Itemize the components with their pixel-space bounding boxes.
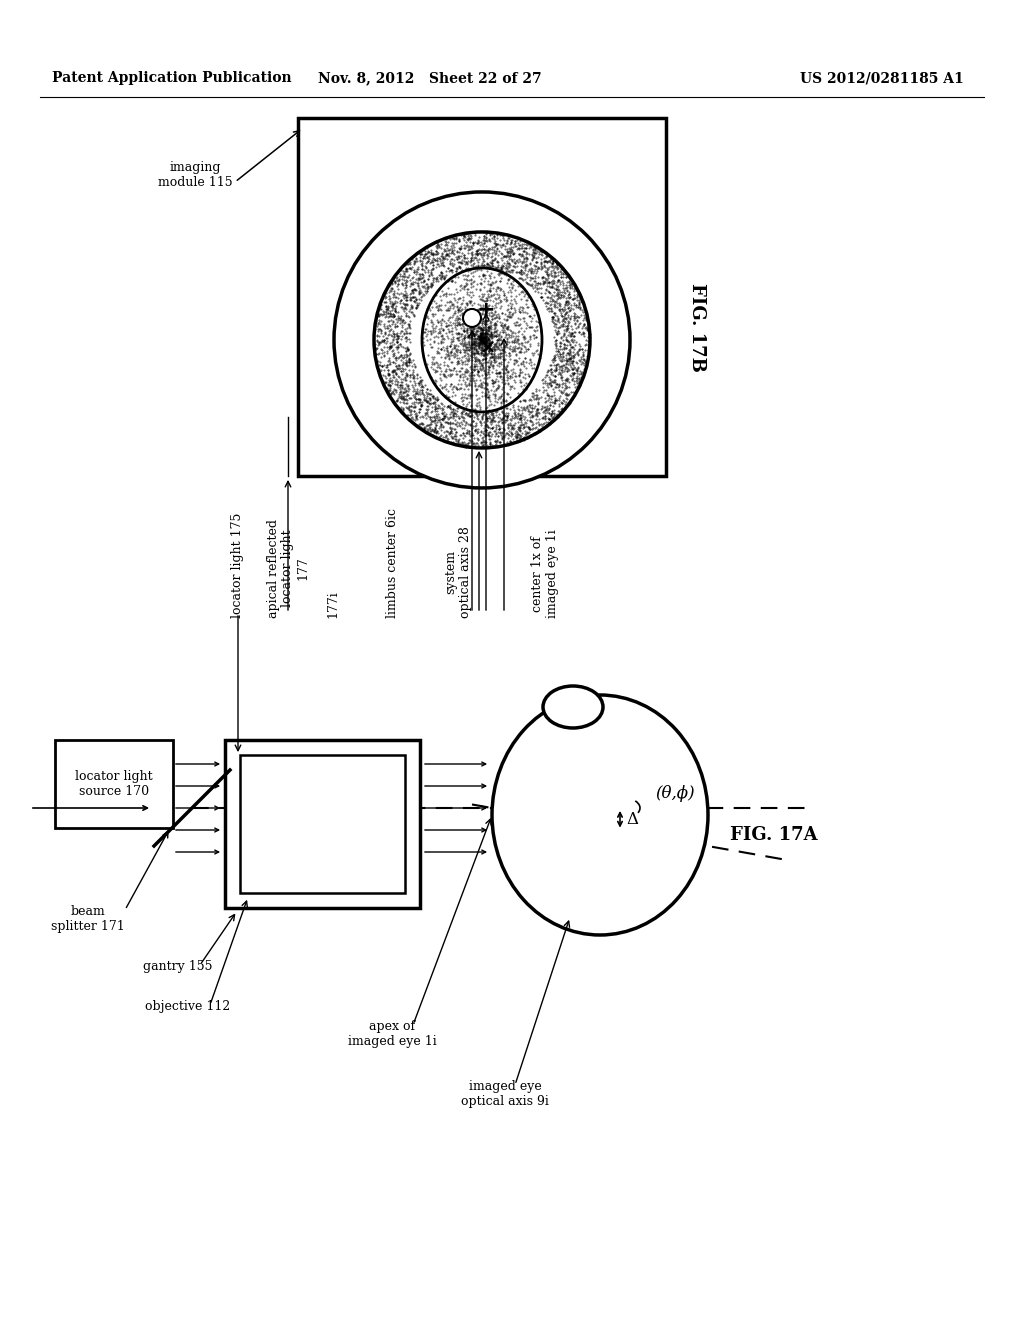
Text: objective 112: objective 112 bbox=[145, 1001, 230, 1012]
Text: Δ: Δ bbox=[626, 810, 638, 828]
Text: system
optical axis 28: system optical axis 28 bbox=[444, 527, 472, 618]
Text: ×: × bbox=[480, 338, 497, 358]
Text: gantry 155: gantry 155 bbox=[143, 960, 213, 973]
Text: apex of
imaged eye 1i: apex of imaged eye 1i bbox=[347, 1020, 436, 1048]
Text: locator light 175: locator light 175 bbox=[231, 512, 245, 618]
Circle shape bbox=[463, 309, 481, 327]
Text: +: + bbox=[477, 300, 496, 319]
Circle shape bbox=[374, 232, 590, 447]
Text: (θ,ϕ): (θ,ϕ) bbox=[655, 784, 694, 801]
Text: imaging
module 115: imaging module 115 bbox=[158, 161, 232, 189]
Text: 177i: 177i bbox=[327, 590, 340, 618]
Text: limbus center 6ic: limbus center 6ic bbox=[386, 508, 399, 618]
Text: locator light
source 170: locator light source 170 bbox=[75, 770, 153, 799]
Text: beam
splitter 171: beam splitter 171 bbox=[51, 906, 125, 933]
Bar bbox=[240, 755, 406, 894]
Text: Nov. 8, 2012   Sheet 22 of 27: Nov. 8, 2012 Sheet 22 of 27 bbox=[318, 71, 542, 84]
Text: apical reflected
locator light
177: apical reflected locator light 177 bbox=[266, 519, 309, 618]
Text: FIG. 17B: FIG. 17B bbox=[688, 282, 706, 371]
Text: imaged eye
optical axis 9i: imaged eye optical axis 9i bbox=[461, 1080, 549, 1107]
Bar bbox=[298, 117, 666, 477]
Text: Patent Application Publication: Patent Application Publication bbox=[52, 71, 292, 84]
Bar bbox=[225, 741, 420, 908]
Ellipse shape bbox=[543, 686, 603, 729]
Text: FIG. 17A: FIG. 17A bbox=[730, 826, 817, 843]
Circle shape bbox=[334, 191, 630, 488]
Ellipse shape bbox=[492, 696, 708, 935]
Bar bbox=[55, 741, 173, 828]
Text: center 1x of
imaged eye 1i: center 1x of imaged eye 1i bbox=[531, 529, 559, 618]
Text: US 2012/0281185 A1: US 2012/0281185 A1 bbox=[800, 71, 964, 84]
